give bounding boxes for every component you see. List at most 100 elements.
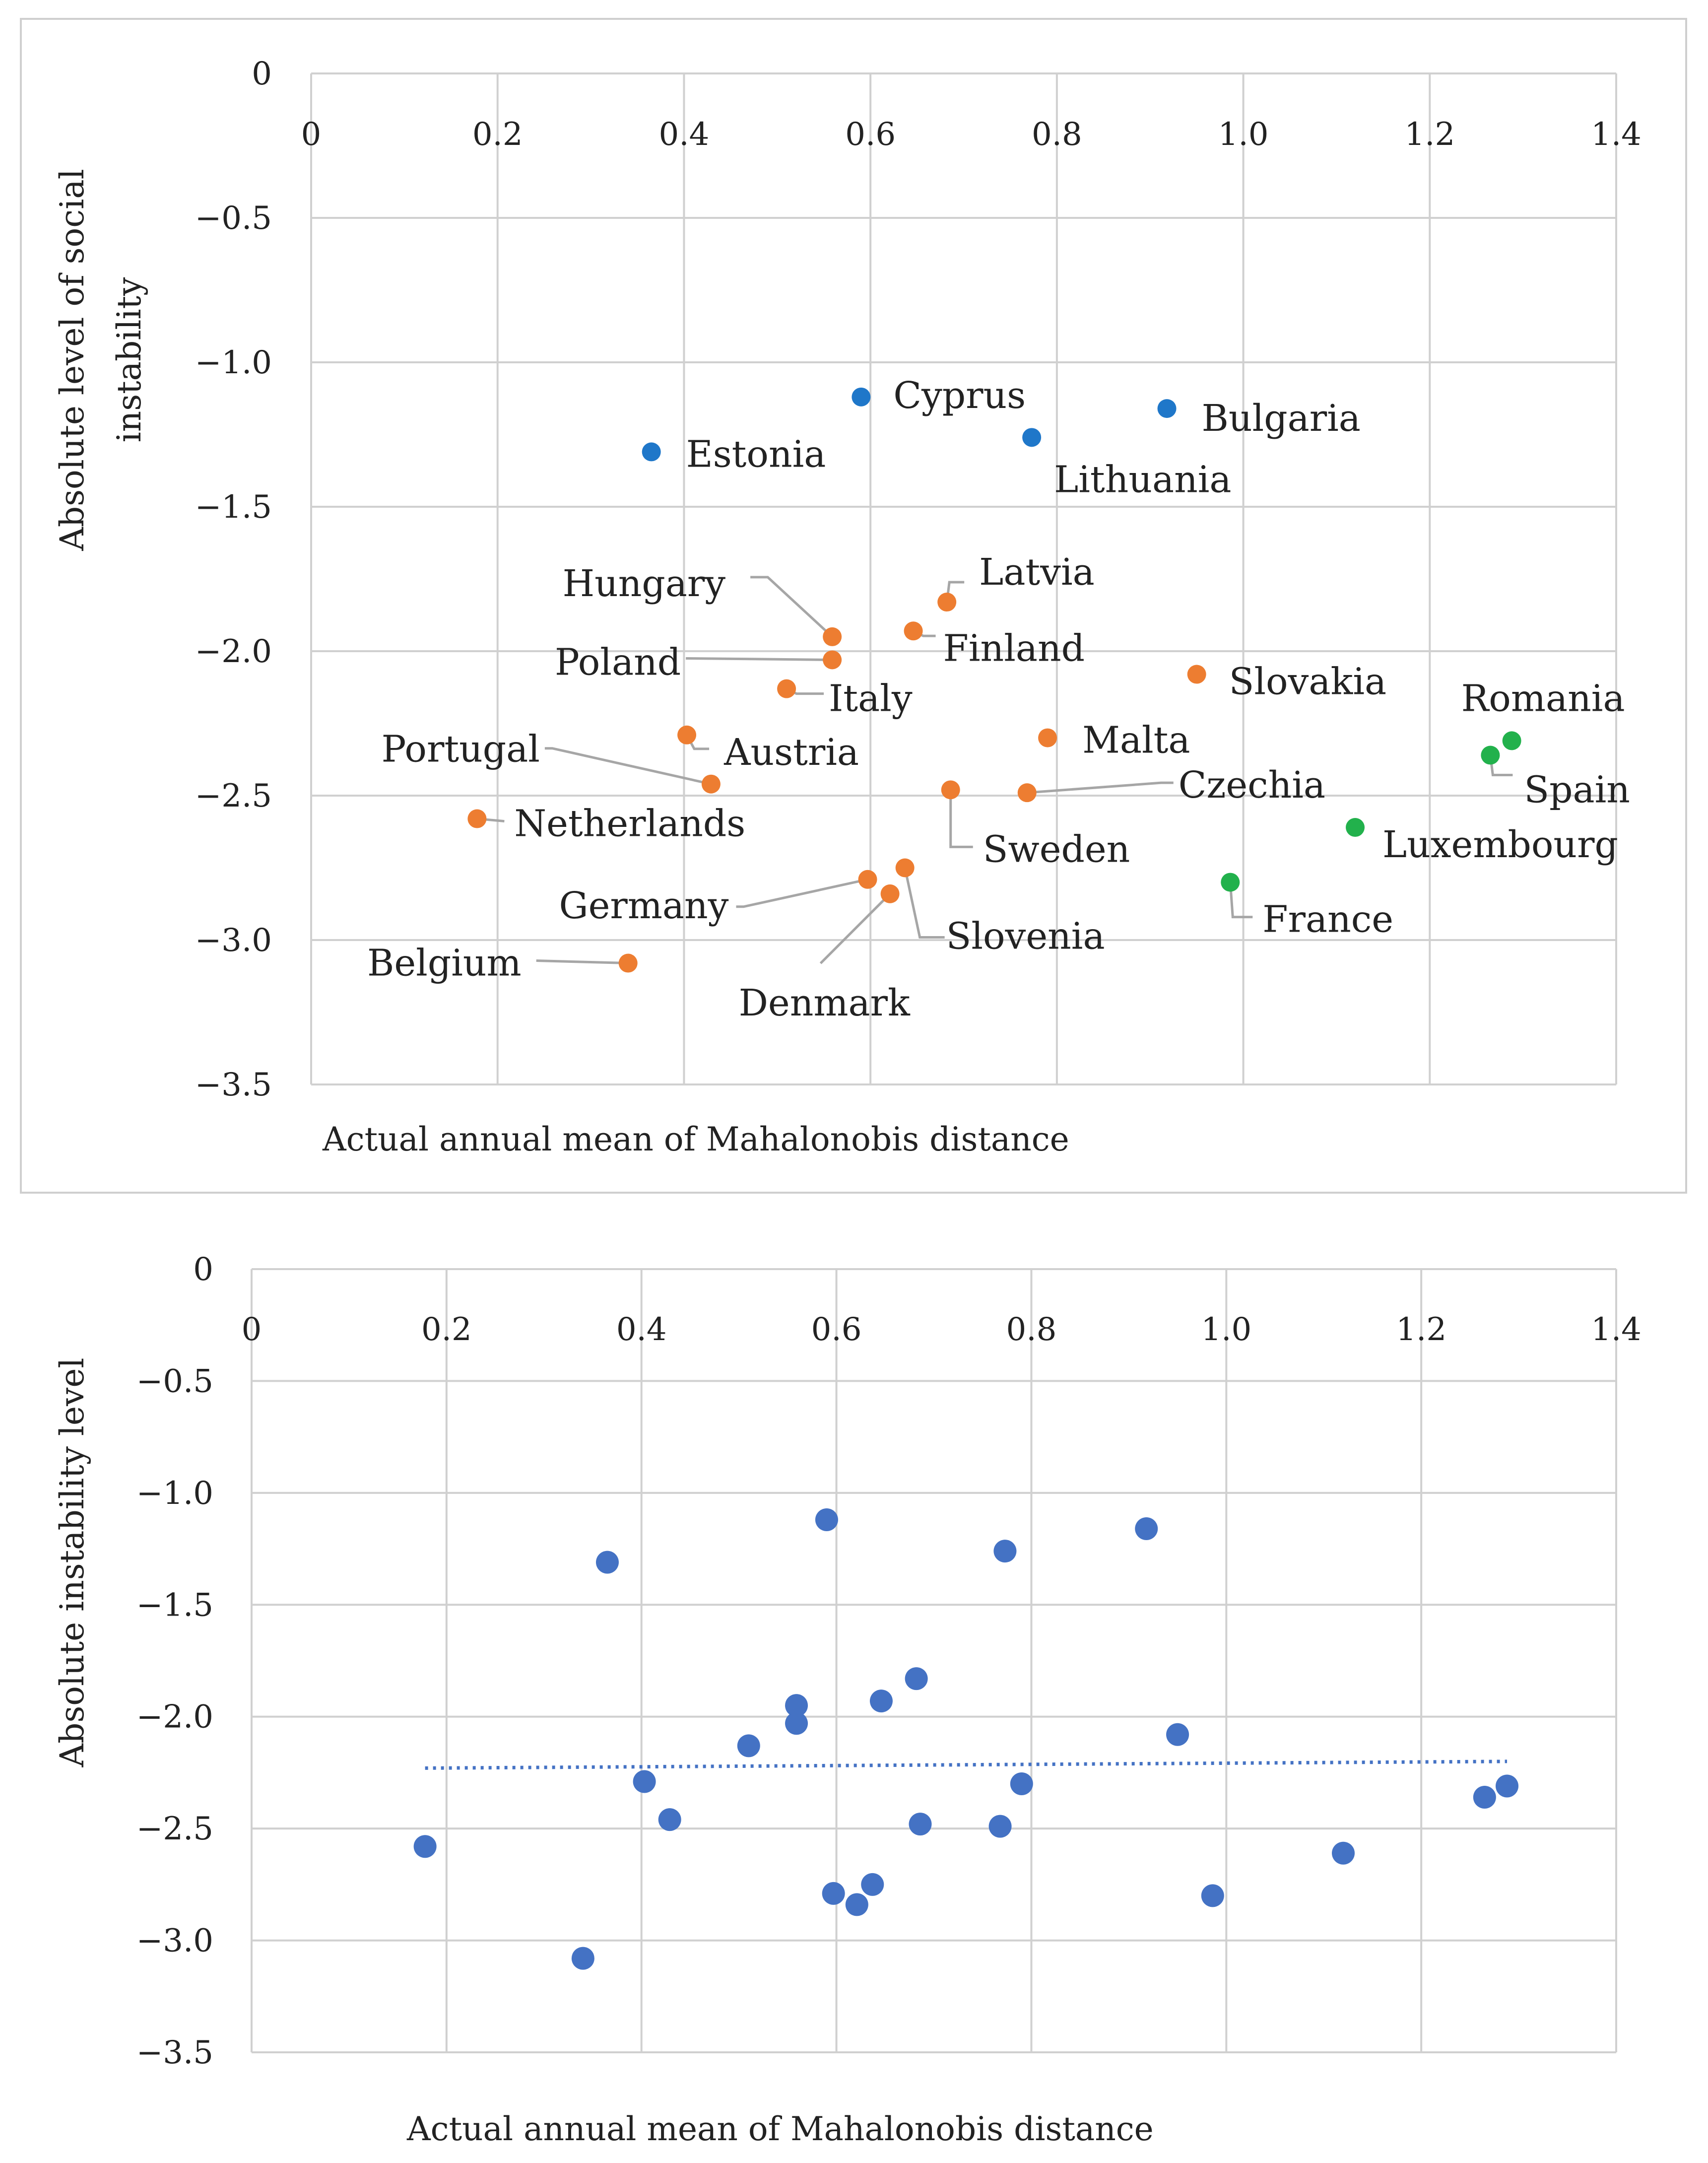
leader-line-germany [736, 878, 868, 908]
bot-y-tick-label: −3.5 [136, 2034, 213, 2071]
leader-line-sweden [949, 790, 973, 848]
top-x-tick-label: 0.8 [1032, 116, 1082, 153]
top-y-tick-label: −0.5 [195, 200, 272, 237]
label-lithuania: Lithuania [1054, 458, 1231, 501]
point-portugal [701, 774, 721, 794]
point-germany [858, 870, 877, 889]
top-x-tick-labels: 0 0.2 0.4 0.6 0.8 1.0 1.2 1.4 [301, 116, 1642, 153]
bot-x-tick-label: 0 [242, 1311, 262, 1348]
bottom-point-19 [571, 1947, 594, 1970]
bottom-point-17 [822, 1882, 845, 1905]
bottom-point-3 [595, 1551, 619, 1574]
bottom-point-8 [1166, 1723, 1189, 1746]
bottom-point-0 [815, 1508, 838, 1531]
bottom-point-15 [413, 1835, 437, 1858]
top-y-axis-title-line2: instability [110, 277, 148, 442]
label-hungary: Hungary [563, 562, 726, 605]
label-belgium: Belgium [367, 942, 522, 985]
top-x-tick-label: 0.6 [845, 116, 896, 153]
label-slovakia: Slovakia [1229, 661, 1386, 703]
top-grid [310, 72, 1617, 1085]
bottom-point-13 [909, 1813, 932, 1836]
top-y-tick-labels: 0 −0.5 −1.0 −1.5 −2.0 −2.5 −3.0 −3.5 [195, 56, 272, 1103]
bottom-grid [251, 1268, 1617, 2053]
point-poland [823, 650, 842, 670]
top-y-tick-label: −2.5 [195, 778, 272, 814]
point-malta [1038, 728, 1057, 747]
bot-y-tick-label: 0 [193, 1251, 213, 1288]
bot-x-tick-label: 0.2 [421, 1311, 472, 1348]
leader-line-hungary [750, 576, 833, 638]
bottom-y-tick-labels: 0 −0.5 −1.0 −1.5 −2.0 −2.5 −3.0 −3.5 [136, 1251, 213, 2071]
top-y-axis-title-line1: Absolute level of social [53, 169, 91, 551]
top-y-tick-label: 0 [252, 56, 272, 92]
bottom-y-axis-title: Absolute instability level [53, 1357, 91, 1767]
label-finland: Finland [943, 627, 1085, 670]
label-slovenia: Slovenia [946, 915, 1105, 958]
bottom-point-7 [785, 1712, 808, 1735]
point-belgium [618, 953, 638, 973]
label-germany: Germany [559, 884, 728, 927]
bottom-point-1 [1135, 1517, 1158, 1540]
bot-y-tick-label: −3.0 [136, 1923, 213, 1960]
bottom-x-tick-labels: 0 0.2 0.4 0.6 0.8 1.0 1.2 1.4 [242, 1311, 1642, 1348]
top-chart: 0 −0.5 −1.0 −1.5 −2.0 −2.5 −3.0 −3.5 0 0.2 0.4 0.6… [53, 56, 1642, 1158]
point-bulgaria [1157, 399, 1177, 418]
point-latvia [937, 593, 957, 612]
label-luxembourg: Luxembourg [1382, 823, 1618, 866]
point-italy [777, 679, 796, 698]
top-y-tick-label: −1.5 [195, 489, 272, 526]
top-x-tick-label: 0.4 [659, 116, 710, 153]
label-latvia: Latvia [979, 551, 1095, 594]
label-sweden: Sweden [983, 828, 1130, 871]
bot-y-tick-label: −0.5 [136, 1363, 213, 1400]
top-points [467, 387, 1521, 973]
leader-line-denmark [819, 893, 891, 964]
label-spain: Spain [1524, 769, 1630, 811]
label-france: France [1262, 898, 1393, 941]
point-slovenia [895, 858, 915, 878]
top-y-tick-label: −2.0 [195, 633, 272, 670]
bottom-point-21 [1473, 1786, 1496, 1809]
bot-x-tick-label: 1.2 [1396, 1311, 1446, 1348]
leader-line-france [1229, 882, 1253, 919]
point-denmark [880, 884, 900, 903]
bottom-point-6 [869, 1690, 893, 1713]
label-romania: Romania [1461, 677, 1625, 720]
bot-x-tick-label: 1.4 [1591, 1311, 1642, 1348]
top-y-tick-label: −3.5 [195, 1067, 272, 1103]
label-austria: Austria [723, 731, 859, 774]
label-bulgaria: Bulgaria [1202, 397, 1361, 440]
bottom-point-18 [845, 1893, 868, 1916]
label-cyprus: Cyprus [893, 374, 1026, 417]
bottom-point-14 [988, 1815, 1012, 1838]
bottom-point-23 [1201, 1884, 1224, 1907]
label-estonia: Estonia [686, 433, 826, 475]
bot-y-tick-label: −1.0 [136, 1475, 213, 1512]
point-sweden [941, 780, 960, 800]
bottom-x-axis-title: Actual annual mean of Mahalonobis distan… [406, 2110, 1154, 2148]
top-x-tick-label: 1.0 [1218, 116, 1269, 153]
point-netherlands [467, 809, 487, 828]
top-x-tick-label: 0 [301, 116, 322, 153]
bot-x-tick-label: 0.4 [616, 1311, 667, 1348]
point-lithuania [1022, 428, 1042, 447]
leader-line-portugal [544, 747, 712, 786]
label-denmark: Denmark [739, 982, 911, 1024]
label-portugal: Portugal [382, 728, 540, 771]
bottom-trendline-group [425, 1759, 1508, 1770]
leader-line-poland [686, 657, 833, 661]
bot-x-tick-label: 0.8 [1006, 1311, 1057, 1348]
point-estonia [642, 442, 661, 462]
top-country-labels: Cyprus Bulgaria Lithuania Estonia Latvia Hung… [367, 374, 1630, 1024]
leader-line-belgium [536, 959, 628, 965]
top-y-tick-label: −3.0 [195, 922, 272, 959]
bottom-points [413, 1508, 1518, 1970]
point-slovakia [1187, 665, 1206, 684]
label-italy: Italy [829, 677, 913, 720]
top-x-tick-label: 1.4 [1591, 116, 1642, 153]
bottom-point-5 [785, 1694, 808, 1717]
bot-y-tick-label: −1.5 [136, 1587, 213, 1623]
